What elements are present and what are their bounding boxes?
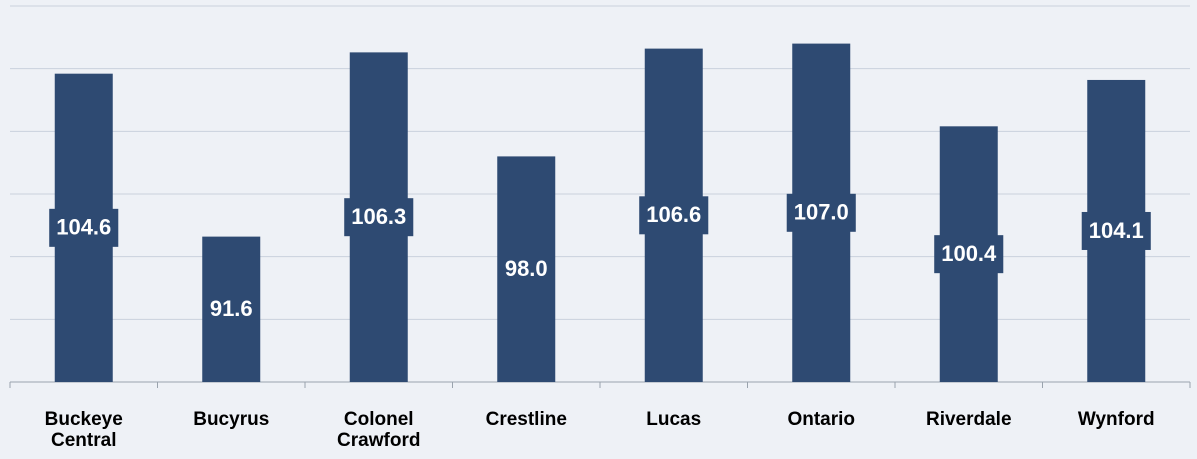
x-tick-label: Crestline: [485, 409, 567, 430]
value-label: 106.3: [351, 204, 406, 229]
value-label-bg: [1081, 211, 1151, 250]
value-label: 98.0: [505, 256, 548, 281]
x-tick-label: Lucas: [646, 409, 702, 430]
value-label-group: 104.1: [1081, 211, 1151, 250]
value-label: 104.6: [56, 215, 111, 240]
value-label: 107.0: [794, 200, 849, 225]
value-label-group: 106.3: [344, 198, 414, 237]
x-tick-label: Bucyrus: [193, 409, 270, 430]
value-label: 100.4: [941, 241, 997, 266]
x-tick-label: Ontario: [787, 409, 856, 430]
value-label-bg: [497, 250, 555, 289]
x-tick-label: Buckeye Central: [44, 409, 123, 451]
value-label-bg: [49, 208, 119, 247]
value-label: 91.6: [210, 296, 253, 321]
value-label-group: 98.0: [497, 250, 555, 289]
value-label-bg: [934, 235, 1004, 274]
x-tick-label: Wynford: [1077, 409, 1155, 430]
value-label-group: 107.0: [786, 193, 856, 232]
value-label-group: 106.6: [639, 196, 709, 235]
value-label-bg: [344, 198, 414, 237]
value-label-group: 100.4: [934, 235, 1004, 274]
x-tick-label: Colonel Crawford: [337, 409, 421, 451]
value-label-bg: [639, 196, 709, 235]
value-label: 106.6: [646, 202, 701, 227]
value-label-bg: [202, 290, 260, 329]
x-tick-label: Riverdale: [925, 409, 1012, 430]
value-label: 104.1: [1089, 218, 1144, 243]
value-label-bg: [786, 193, 856, 232]
value-label-group: 91.6: [202, 290, 260, 329]
value-label-group: 104.6: [49, 208, 119, 247]
